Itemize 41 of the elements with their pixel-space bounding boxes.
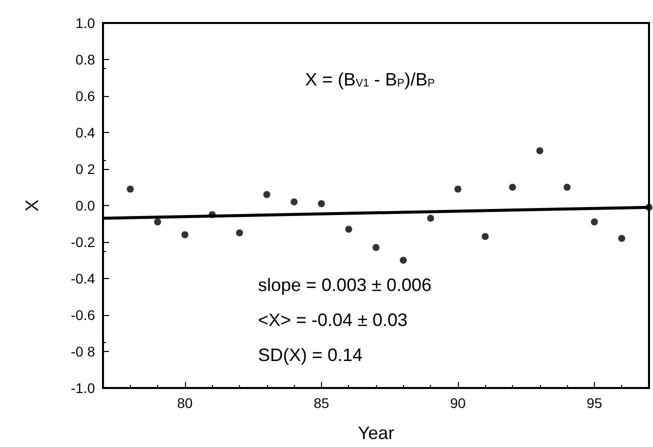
point bbox=[536, 147, 544, 154]
point bbox=[208, 211, 216, 218]
annotation: SD(X) = 0.14 bbox=[258, 345, 363, 365]
point bbox=[126, 186, 134, 193]
annotation: <X> = -0.04 ± 0.03 bbox=[258, 310, 408, 330]
point bbox=[400, 256, 407, 264]
x-tick-label: 90 bbox=[450, 395, 466, 411]
y-tick-label: 0.4 bbox=[76, 124, 96, 140]
y-tick-label: 0.8 bbox=[76, 52, 96, 68]
point bbox=[372, 244, 380, 251]
x-axis-title: Year bbox=[358, 423, 394, 443]
y-tick-label: -1.0 bbox=[70, 380, 96, 396]
x-tick-label: 85 bbox=[314, 395, 330, 411]
point bbox=[618, 234, 626, 242]
point bbox=[509, 184, 516, 191]
point bbox=[590, 218, 598, 226]
y-tick-label: -0 8 bbox=[70, 344, 96, 360]
point bbox=[646, 204, 652, 211]
point bbox=[345, 226, 352, 233]
annotation: slope = 0.003 ± 0.006 bbox=[258, 275, 432, 295]
y-tick-label: 0.6 bbox=[76, 88, 96, 104]
point bbox=[236, 229, 243, 236]
point bbox=[564, 184, 571, 191]
point bbox=[454, 186, 462, 193]
y-tick-label: 0.0 bbox=[76, 198, 96, 214]
y-axis-title: X bbox=[22, 199, 42, 212]
point bbox=[181, 231, 188, 238]
y-tick-label: 1.0 bbox=[76, 15, 96, 31]
point bbox=[482, 233, 489, 240]
point bbox=[318, 200, 325, 208]
annotation: X = (BV1 - BP)/BP bbox=[305, 70, 435, 90]
point bbox=[427, 214, 434, 222]
y-tick-label: -0.4 bbox=[70, 270, 96, 286]
point bbox=[154, 218, 162, 226]
x-tick-label: 95 bbox=[586, 395, 602, 411]
y-tick-label: -0.6 bbox=[70, 307, 96, 323]
y-tick-label: -0.2 bbox=[70, 234, 96, 250]
x-tick-label: 80 bbox=[177, 395, 193, 411]
point bbox=[290, 198, 298, 206]
y-tick-label: 0 2 bbox=[76, 161, 96, 177]
point bbox=[263, 191, 270, 198]
